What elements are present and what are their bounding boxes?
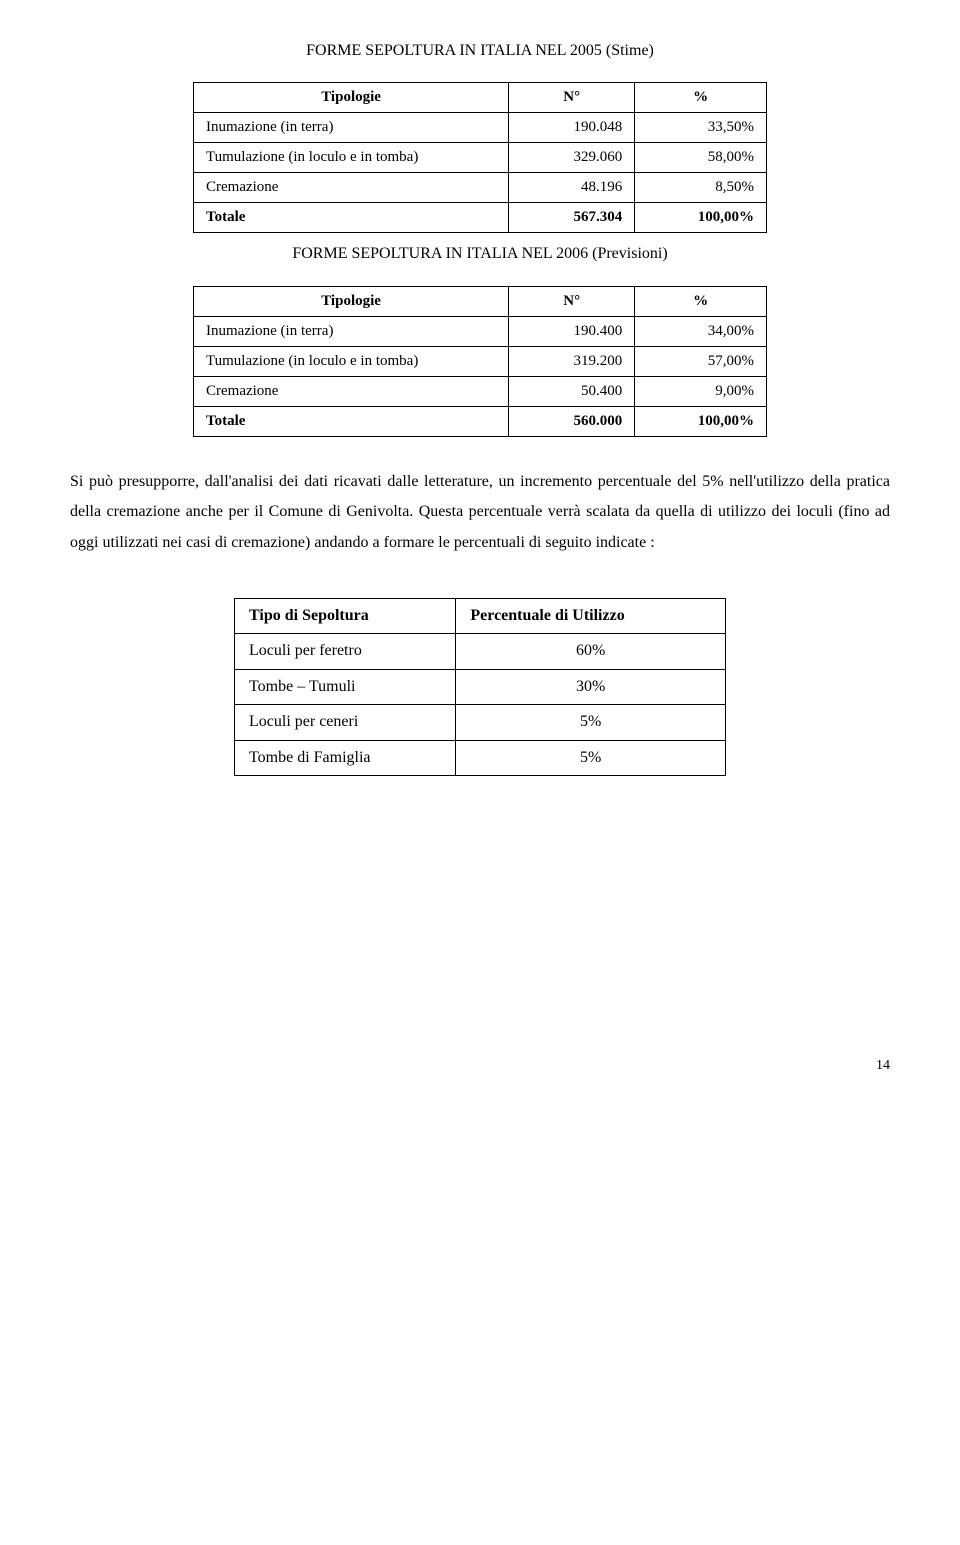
cell-pct: 33,50% <box>635 113 767 143</box>
cell-label: Inumazione (in terra) <box>194 113 509 143</box>
cell-n: 560.000 <box>509 406 635 436</box>
table-row: Loculi per feretro 60% <box>235 634 726 669</box>
cell-pct: 100,00% <box>635 203 767 233</box>
table-total-row: Totale 560.000 100,00% <box>194 406 767 436</box>
cell-n: 48.196 <box>509 173 635 203</box>
cell-pct: 100,00% <box>635 406 767 436</box>
cell-label: Tombe di Famiglia <box>235 740 456 775</box>
cell-label: Tumulazione (in loculo e in tomba) <box>194 143 509 173</box>
cell-label: Totale <box>194 406 509 436</box>
cell-n: 567.304 <box>509 203 635 233</box>
table-row: Tumulazione (in loculo e in tomba) 319.2… <box>194 346 767 376</box>
cell-pct: 34,00% <box>635 316 767 346</box>
table-utilizzo: Tipo di Sepoltura Percentuale di Utilizz… <box>234 598 726 776</box>
table-header: Tipologie <box>194 83 509 113</box>
cell-pct: 58,00% <box>635 143 767 173</box>
cell-pct: 30% <box>456 669 726 704</box>
cell-label: Tumulazione (in loculo e in tomba) <box>194 346 509 376</box>
table-header: N° <box>509 83 635 113</box>
table-header: Percentuale di Utilizzo <box>456 598 726 633</box>
table-row: Inumazione (in terra) 190.048 33,50% <box>194 113 767 143</box>
cell-label: Cremazione <box>194 376 509 406</box>
cell-pct: 8,50% <box>635 173 767 203</box>
cell-pct: 57,00% <box>635 346 767 376</box>
table-row: Cremazione 48.196 8,50% <box>194 173 767 203</box>
cell-label: Loculi per feretro <box>235 634 456 669</box>
cell-n: 190.400 <box>509 316 635 346</box>
cell-pct: 5% <box>456 705 726 740</box>
cell-label: Tombe – Tumuli <box>235 669 456 704</box>
cell-n: 50.400 <box>509 376 635 406</box>
cell-label: Loculi per ceneri <box>235 705 456 740</box>
table-total-row: Totale 567.304 100,00% <box>194 203 767 233</box>
page-number: 14 <box>70 1056 890 1076</box>
table-header: N° <box>509 286 635 316</box>
table-header: % <box>635 83 767 113</box>
cell-n: 190.048 <box>509 113 635 143</box>
cell-label: Totale <box>194 203 509 233</box>
cell-pct: 5% <box>456 740 726 775</box>
cell-pct: 9,00% <box>635 376 767 406</box>
cell-n: 329.060 <box>509 143 635 173</box>
cell-n: 319.200 <box>509 346 635 376</box>
title-2006: FORME SEPOLTURA IN ITALIA NEL 2006 (Prev… <box>70 243 890 265</box>
table-row: Tumulazione (in loculo e in tomba) 329.0… <box>194 143 767 173</box>
table-2006: Tipologie N° % Inumazione (in terra) 190… <box>193 286 767 437</box>
table-header: Tipologie <box>194 286 509 316</box>
table-row: Loculi per ceneri 5% <box>235 705 726 740</box>
body-paragraph: Si può presupporre, dall'analisi dei dat… <box>70 467 890 558</box>
cell-label: Inumazione (in terra) <box>194 316 509 346</box>
table-row: Inumazione (in terra) 190.400 34,00% <box>194 316 767 346</box>
title-2005: FORME SEPOLTURA IN ITALIA NEL 2005 (Stim… <box>70 40 890 62</box>
table-row: Tombe – Tumuli 30% <box>235 669 726 704</box>
table-header: % <box>635 286 767 316</box>
table-header: Tipo di Sepoltura <box>235 598 456 633</box>
table-row: Tombe di Famiglia 5% <box>235 740 726 775</box>
table-2005: Tipologie N° % Inumazione (in terra) 190… <box>193 82 767 233</box>
table-row: Cremazione 50.400 9,00% <box>194 376 767 406</box>
cell-label: Cremazione <box>194 173 509 203</box>
cell-pct: 60% <box>456 634 726 669</box>
